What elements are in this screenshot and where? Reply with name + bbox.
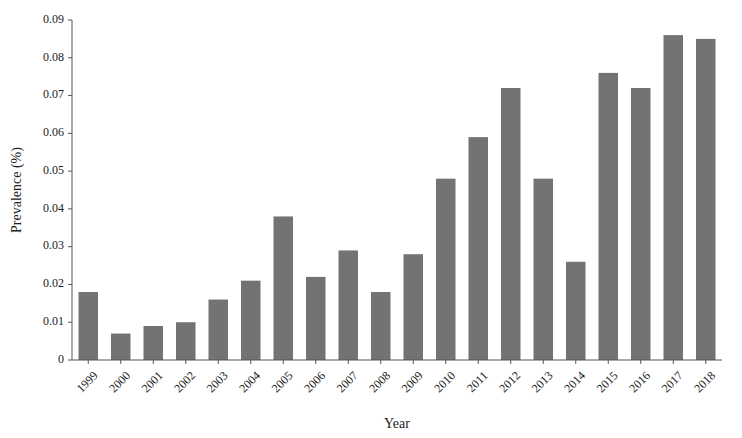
bar — [534, 179, 554, 360]
x-tick-label: 2004 — [236, 368, 263, 395]
x-tick-label: 1999 — [74, 368, 101, 395]
y-tick — [68, 171, 72, 172]
y-tick-label: 0.03 — [43, 238, 64, 252]
x-tick — [218, 360, 219, 364]
x-tick-label: 2011 — [464, 368, 491, 395]
x-tick-label: 2012 — [496, 368, 523, 395]
x-tick-label: 2016 — [626, 368, 653, 395]
x-tick — [510, 360, 511, 364]
x-tick-label: 2000 — [106, 368, 133, 395]
bar — [469, 137, 489, 360]
y-tick — [68, 20, 72, 21]
y-tick-label: 0.09 — [43, 12, 64, 26]
bar — [501, 88, 521, 360]
x-tick-label: 2006 — [301, 368, 328, 395]
chart-svg: 0 0.01 0.02 0.03 0.04 0.05 0.06 0.07 0.08 0.09 199… — [0, 0, 742, 438]
bar — [631, 88, 651, 360]
bar — [599, 73, 619, 360]
bar — [111, 334, 131, 360]
x-axis-label: Year — [384, 416, 410, 431]
x-tick-label: 2018 — [691, 368, 718, 395]
y-tick-label: 0.04 — [43, 201, 64, 215]
x-tick-label: 2009 — [399, 368, 426, 395]
bar — [339, 250, 359, 360]
x-tick — [380, 360, 381, 364]
x-tick-label: 2014 — [561, 368, 588, 395]
x-tick — [283, 360, 284, 364]
x-tick-label: 2007 — [334, 368, 361, 395]
y-tick — [68, 57, 72, 58]
chart-container: 0 0.01 0.02 0.03 0.04 0.05 0.06 0.07 0.08 0.09 199… — [0, 0, 742, 438]
bar — [79, 292, 99, 360]
x-tick — [640, 360, 641, 364]
y-tick-label: 0 — [58, 352, 64, 366]
x-tick — [413, 360, 414, 364]
y-tick-label: 0.02 — [43, 276, 64, 290]
y-tick — [68, 322, 72, 323]
bar — [144, 326, 164, 360]
bar — [436, 179, 456, 360]
bars — [79, 35, 716, 360]
y-tick — [68, 133, 72, 134]
x-tick-label: 2001 — [139, 368, 166, 395]
bar — [696, 39, 716, 360]
y-tick-label: 0.05 — [43, 163, 64, 177]
bar — [371, 292, 391, 360]
x-axis-line — [72, 360, 722, 361]
y-axis-label: Prevalence (%) — [9, 147, 25, 233]
y-tick-label: 0.07 — [43, 87, 64, 101]
y-tick — [68, 246, 72, 247]
x-tick — [478, 360, 479, 364]
y-tick — [68, 284, 72, 285]
y-tick — [68, 360, 72, 361]
bar — [566, 262, 586, 360]
x-tick-label: 2008 — [366, 368, 393, 395]
x-tick — [445, 360, 446, 364]
bar — [664, 35, 684, 360]
bar — [176, 322, 196, 360]
y-tick-label: 0.08 — [43, 50, 64, 64]
x-tick — [153, 360, 154, 364]
y-tick — [68, 95, 72, 96]
x-tick — [543, 360, 544, 364]
x-tick — [673, 360, 674, 364]
axes: 0 0.01 0.02 0.03 0.04 0.05 0.06 0.07 0.08 0.09 199… — [43, 12, 722, 396]
y-tick-label: 0.06 — [43, 125, 64, 139]
bar — [404, 254, 424, 360]
y-tick — [68, 208, 72, 209]
x-tick — [315, 360, 316, 364]
x-tick-label: 2003 — [204, 368, 231, 395]
x-tick — [88, 360, 89, 364]
x-tick — [250, 360, 251, 364]
x-tick — [120, 360, 121, 364]
x-tick-label: 2002 — [171, 368, 198, 395]
x-tick-label: 2005 — [269, 368, 296, 395]
x-tick — [705, 360, 706, 364]
x-tick-label: 2010 — [431, 368, 458, 395]
x-tick-label: 2017 — [659, 368, 686, 395]
bar — [241, 281, 261, 360]
x-tick — [575, 360, 576, 364]
bar — [306, 277, 326, 360]
y-axis-line — [72, 20, 73, 360]
y-tick-label: 0.01 — [43, 314, 64, 328]
x-tick-label: 2015 — [594, 368, 621, 395]
bar — [209, 300, 229, 360]
x-tick-label: 2013 — [529, 368, 556, 395]
bar — [274, 216, 294, 360]
x-tick — [185, 360, 186, 364]
x-tick — [348, 360, 349, 364]
x-tick — [608, 360, 609, 364]
